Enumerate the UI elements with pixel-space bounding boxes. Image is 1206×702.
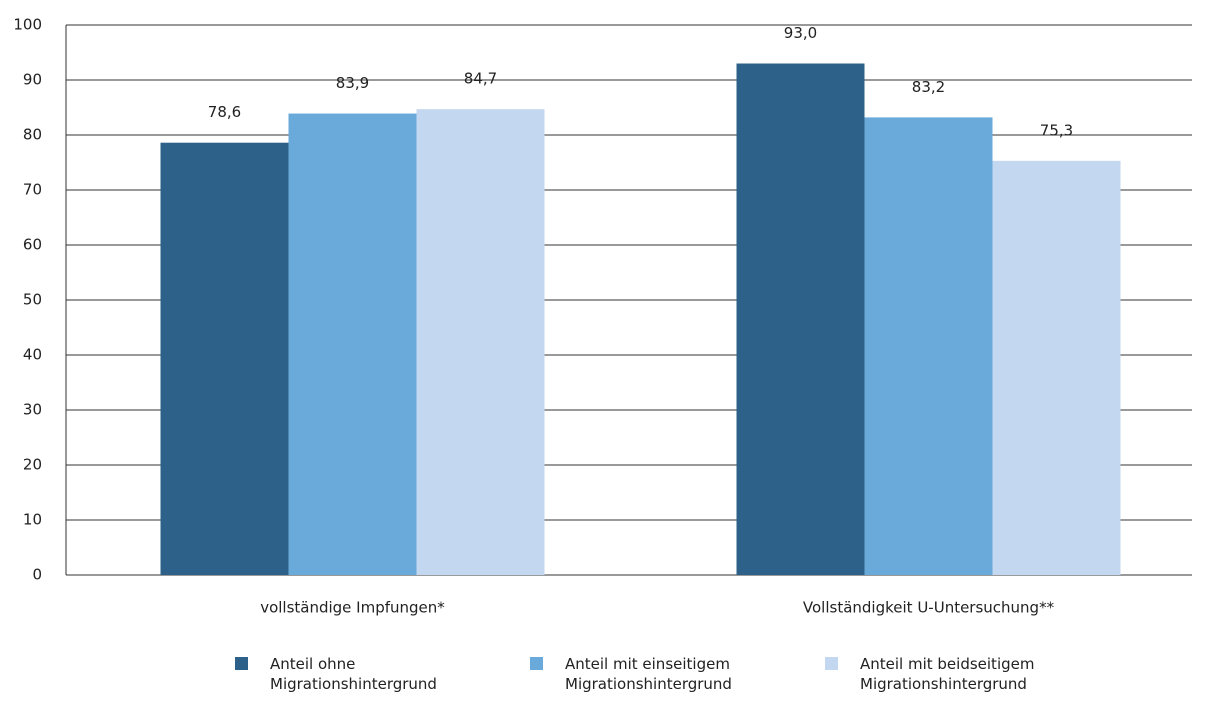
y-tick-label: 30 [23, 401, 42, 419]
bar [160, 142, 289, 575]
legend-item: Anteil mit beidseitigem Migrationshinter… [825, 654, 1070, 694]
y-tick-label: 40 [23, 346, 42, 364]
bar [736, 63, 865, 575]
legend-label: Anteil mit beidseitigem Migrationshinter… [860, 655, 1035, 693]
value-label: 83,2 [912, 78, 945, 96]
y-tick-label: 50 [23, 291, 42, 309]
y-tick-label: 90 [23, 71, 42, 89]
y-tick-label: 20 [23, 456, 42, 474]
value-label: 83,9 [336, 74, 369, 92]
bar [864, 117, 993, 576]
y-tick-label: 100 [13, 16, 42, 34]
x-tick-label: Vollständigkeit U-Untersuchung** [803, 599, 1055, 617]
y-tick-label: 80 [23, 126, 42, 144]
y-tick-label: 0 [32, 566, 42, 584]
legend-swatch [530, 657, 543, 670]
bar [416, 109, 545, 576]
value-label: 78,6 [208, 103, 241, 121]
value-label: 93,0 [784, 24, 817, 42]
legend-item: Anteil mit einseitigem Migrationshinterg… [530, 654, 775, 694]
bar [288, 113, 417, 576]
legend-label: Anteil mit einseitigem Migrationshinterg… [565, 655, 732, 693]
legend-swatch [825, 657, 838, 670]
chart: 0 10 20 30 40 50 60 70 80 90 100 vollständige Impfu… [13, 16, 1192, 617]
value-label: 84,7 [464, 70, 497, 88]
bar [992, 160, 1121, 575]
y-tick-label: 70 [23, 181, 42, 199]
legend-item: Anteil ohne Migrationshintergrund [235, 654, 480, 694]
x-tick-label: vollständige Impfungen* [260, 599, 445, 617]
y-tick-label: 60 [23, 236, 42, 254]
legend-swatch [235, 657, 248, 670]
legend-label: Anteil ohne Migrationshintergrund [270, 655, 437, 693]
y-tick-label: 10 [23, 511, 42, 529]
value-label: 75,3 [1040, 121, 1073, 139]
